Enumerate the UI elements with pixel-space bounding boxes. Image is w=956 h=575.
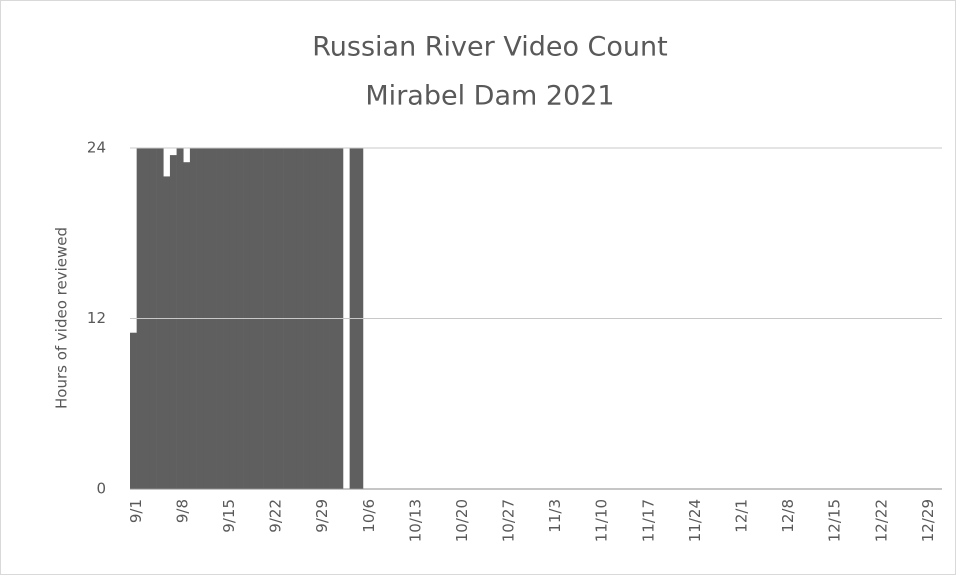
x-tick-label: 9/1 [127,499,145,523]
x-tick-label: 10/13 [406,499,424,542]
x-tick-label: 10/27 [500,499,518,542]
chart-subtitle: Mirabel Dam 2021 [365,81,614,112]
y-tick-label: 12 [87,309,106,327]
x-tick-label: 10/6 [360,499,378,533]
x-tick-label: 11/24 [686,499,704,542]
x-tick-label: 9/15 [220,499,238,533]
y-tick-label: 0 [96,480,106,498]
x-tick-label: 12/29 [919,499,937,542]
x-tick-label: 11/17 [639,499,657,542]
bar [163,176,171,489]
bar [183,162,191,490]
x-tick-label: 9/29 [313,499,331,533]
x-tick-label: 12/1 [733,499,751,533]
x-tick-label: 12/15 [826,499,844,542]
x-tick-label: 9/8 [173,499,191,523]
chart-title: Russian River Video Count [312,32,667,63]
bar [130,332,137,489]
y-axis-label: Hours of video reviewed [53,227,71,409]
y-tick-label: 24 [87,139,106,157]
x-tick-label: 12/8 [779,499,797,533]
x-tick-label: 11/3 [546,499,564,533]
x-tick-label: 10/20 [453,499,471,542]
x-tick-label: 11/10 [593,499,611,542]
x-tick-label: 12/22 [872,499,890,542]
bar [169,155,177,489]
x-tick-label: 9/22 [267,499,285,533]
